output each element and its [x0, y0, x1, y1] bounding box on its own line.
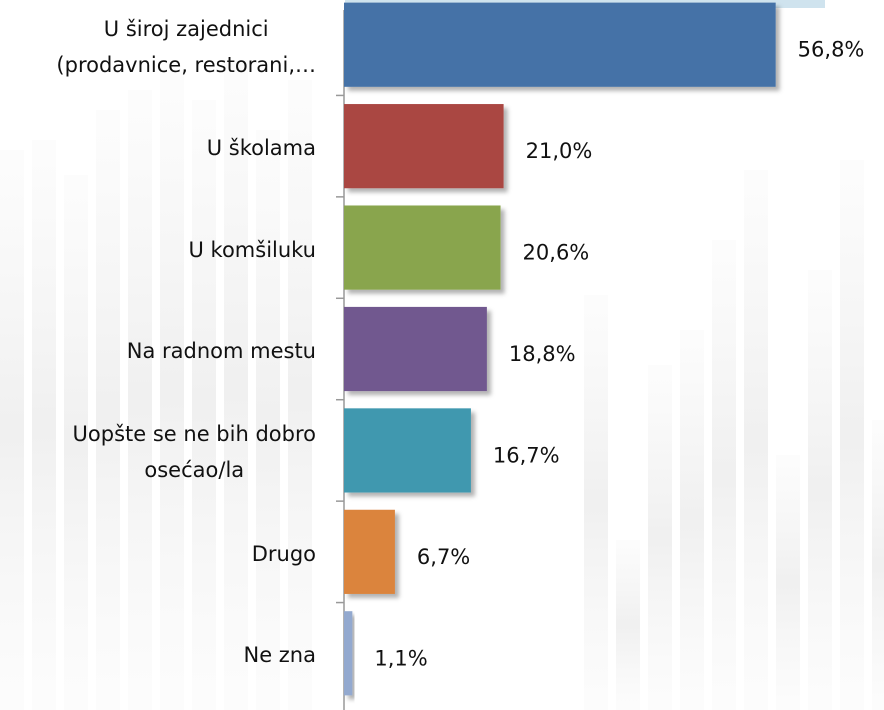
data-label: 21,0%: [526, 139, 593, 163]
bar: [344, 104, 504, 189]
bar: [344, 205, 501, 290]
data-label: 6,7%: [417, 545, 470, 569]
background: [0, 60, 884, 710]
category-label: U školama: [206, 136, 316, 161]
data-label: 20,6%: [523, 241, 590, 265]
category-label: U široj zajednici (prodavnice, restorani…: [56, 16, 316, 77]
category-label: Uopšte se ne bih dobro osećao/la: [72, 422, 316, 483]
data-label: 56,8%: [798, 38, 865, 62]
bar: [344, 2, 776, 87]
category-label: Ne zna: [243, 643, 316, 668]
bar: [344, 408, 471, 493]
category-label: U komšiluku: [188, 237, 316, 262]
data-label: 18,8%: [509, 342, 576, 366]
category-label: Drugo: [251, 541, 316, 566]
data-label: 1,1%: [374, 646, 427, 670]
bar: [344, 509, 395, 594]
category-label: Na radnom mestu: [126, 339, 316, 363]
bar: [344, 611, 353, 696]
bar: [344, 306, 487, 392]
data-label: 16,7%: [493, 443, 560, 467]
